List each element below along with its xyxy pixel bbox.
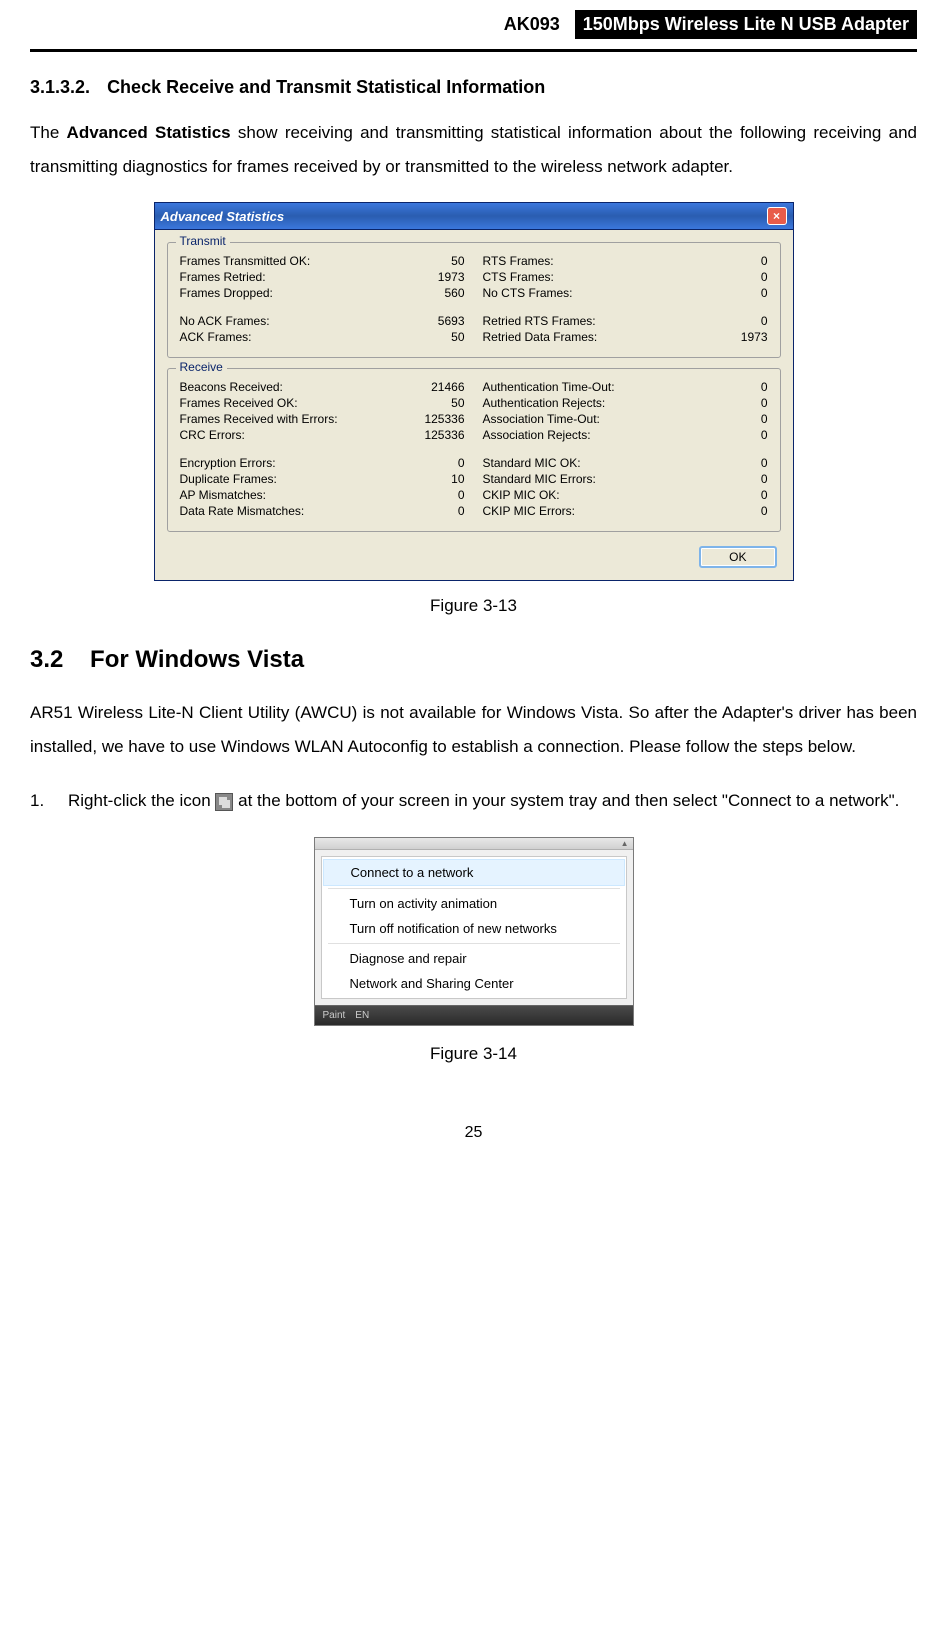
intro-paragraph: The Advanced Statistics show receiving a… — [30, 116, 917, 184]
product-title: 150Mbps Wireless Lite N USB Adapter — [575, 10, 917, 39]
menu-item-notification[interactable]: Turn off notification of new networks — [322, 916, 626, 941]
taskbar-paint: Paint — [323, 1010, 346, 1021]
context-menu-window: ▲ Connect to a network Turn on activity … — [314, 837, 634, 1026]
scroll-indicator: ▲ — [315, 838, 633, 850]
page-header: AK093 150Mbps Wireless Lite N USB Adapte… — [30, 0, 917, 52]
stat-row: Frames Transmitted OK:50 — [180, 253, 465, 269]
figure-caption-313: Figure 3-13 — [30, 596, 917, 616]
stat-row: ACK Frames:50 — [180, 329, 465, 345]
stat-row: Beacons Received:21466 — [180, 379, 465, 395]
menu-item-sharing[interactable]: Network and Sharing Center — [322, 971, 626, 996]
stat-row: Association Rejects:0 — [483, 427, 768, 443]
bold-term: Advanced Statistics — [67, 123, 231, 142]
menu-item-diagnose[interactable]: Diagnose and repair — [322, 946, 626, 971]
network-tray-icon — [215, 793, 233, 811]
stat-row: Frames Dropped:560 — [180, 285, 465, 301]
button-section: OK — [167, 542, 781, 568]
context-menu: Connect to a network Turn on activity an… — [321, 856, 627, 999]
menu-item-connect[interactable]: Connect to a network — [323, 859, 625, 886]
advanced-statistics-window: Advanced Statistics × Transmit Frames Tr… — [154, 202, 794, 581]
stat-row: Retried RTS Frames:0 — [483, 313, 768, 329]
section-number: 3.1.3.2. — [30, 77, 90, 97]
stat-row: Association Time-Out:0 — [483, 411, 768, 427]
section-heading-32: 3.2 For Windows Vista — [30, 646, 917, 674]
stat-row: Duplicate Frames:10 — [180, 471, 465, 487]
window-body: Transmit Frames Transmitted OK:50 Frames… — [155, 230, 793, 580]
titlebar: Advanced Statistics × — [155, 203, 793, 230]
stat-row: RTS Frames:0 — [483, 253, 768, 269]
transmit-right-col: RTS Frames:0 CTS Frames:0 No CTS Frames:… — [483, 253, 768, 345]
section-title: Check Receive and Transmit Statistical I… — [107, 77, 545, 97]
stat-row: CTS Frames:0 — [483, 269, 768, 285]
close-icon: × — [773, 210, 780, 222]
taskbar: Paint EN — [315, 1005, 633, 1025]
transmit-legend: Transmit — [176, 234, 230, 248]
stat-row: Standard MIC OK:0 — [483, 455, 768, 471]
stat-row: Frames Received OK:50 — [180, 395, 465, 411]
stat-row: Authentication Rejects:0 — [483, 395, 768, 411]
menu-separator — [328, 888, 620, 889]
transmit-left-col: Frames Transmitted OK:50 Frames Retried:… — [180, 253, 465, 345]
page-number: 25 — [30, 1124, 917, 1142]
section-heading-31302: 3.1.3.2. Check Receive and Transmit Stat… — [30, 77, 917, 98]
stat-row: No CTS Frames:0 — [483, 285, 768, 301]
step-item: 1.Right-click the icon at the bottom of … — [30, 782, 917, 819]
stat-row: Retried Data Frames:1973 — [483, 329, 768, 345]
step-number: 1. — [30, 782, 68, 819]
stat-row: Standard MIC Errors:0 — [483, 471, 768, 487]
stat-row: CKIP MIC OK:0 — [483, 487, 768, 503]
close-button[interactable]: × — [767, 207, 787, 225]
stat-row: Encryption Errors:0 — [180, 455, 465, 471]
section-title: For Windows Vista — [90, 646, 304, 673]
model-label: AK093 — [504, 14, 560, 35]
stat-row: Data Rate Mismatches:0 — [180, 503, 465, 519]
receive-fieldset: Receive Beacons Received:21466 Frames Re… — [167, 368, 781, 532]
stat-row: CKIP MIC Errors:0 — [483, 503, 768, 519]
transmit-fieldset: Transmit Frames Transmitted OK:50 Frames… — [167, 242, 781, 358]
taskbar-lang: EN — [355, 1010, 369, 1021]
window-title: Advanced Statistics — [161, 209, 285, 224]
stat-row: Frames Retried:1973 — [180, 269, 465, 285]
stat-row: CRC Errors:125336 — [180, 427, 465, 443]
ok-button[interactable]: OK — [699, 546, 776, 568]
menu-item-animation[interactable]: Turn on activity animation — [322, 891, 626, 916]
stat-row: AP Mismatches:0 — [180, 487, 465, 503]
stat-row: Frames Received with Errors:125336 — [180, 411, 465, 427]
figure-caption-314: Figure 3-14 — [30, 1044, 917, 1064]
receive-left-col: Beacons Received:21466 Frames Received O… — [180, 379, 465, 519]
stat-row: No ACK Frames:5693 — [180, 313, 465, 329]
section-number: 3.2 — [30, 646, 63, 673]
receive-right-col: Authentication Time-Out:0 Authentication… — [483, 379, 768, 519]
vista-paragraph: AR51 Wireless Lite-N Client Utility (AWC… — [30, 696, 917, 764]
menu-separator — [328, 943, 620, 944]
receive-legend: Receive — [176, 360, 227, 374]
stat-row: Authentication Time-Out:0 — [483, 379, 768, 395]
